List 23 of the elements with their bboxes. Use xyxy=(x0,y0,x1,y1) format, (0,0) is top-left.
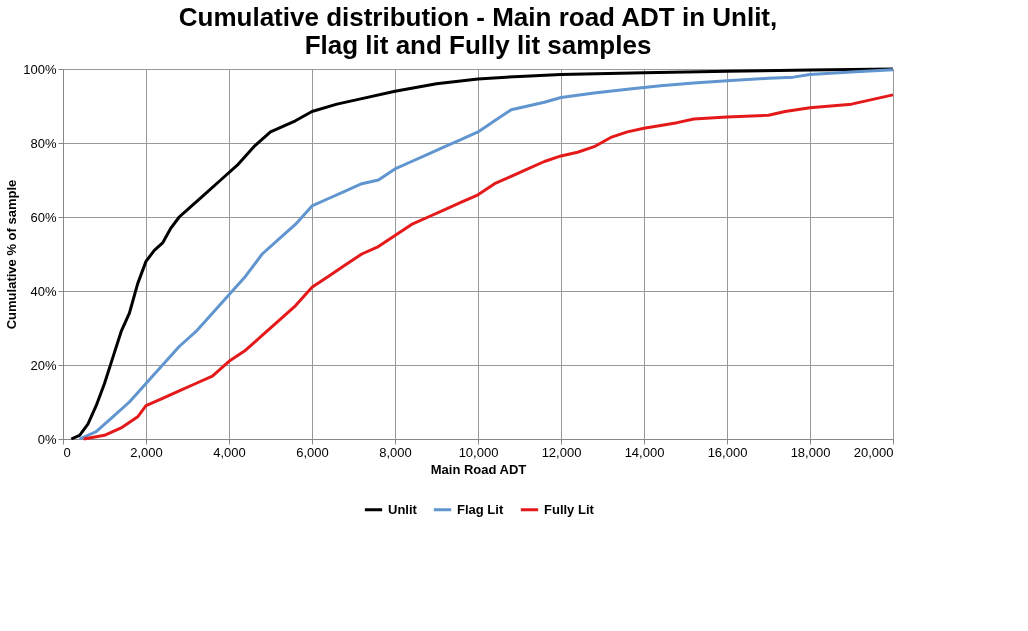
x-tick-label: 4,000 xyxy=(213,444,246,460)
x-tick-label: 12,000 xyxy=(541,444,582,460)
y-tick-label: 40% xyxy=(30,283,57,299)
y-axis-title: Cumulative % of sample xyxy=(4,179,20,330)
x-tick-label: 10,000 xyxy=(458,444,499,460)
legend-label: Fully Lit xyxy=(544,501,595,517)
legend-label: Flag Lit xyxy=(457,501,504,517)
x-axis-title: Main Road ADT xyxy=(430,461,527,477)
x-tick-label: 18,000 xyxy=(790,444,831,460)
legend-label: Unlit xyxy=(388,501,418,517)
y-tick-label: 0% xyxy=(37,431,57,447)
chart-title: Cumulative distribution - Main road ADT in Unlit, Flag lit and Fully lit samples xyxy=(178,2,778,60)
x-tick-label: 14,000 xyxy=(624,444,665,460)
x-tick-label: 6,000 xyxy=(296,444,329,460)
y-tick-label: 60% xyxy=(30,209,57,225)
x-tick-label: 20,000 xyxy=(853,444,894,460)
y-tick-label: 20% xyxy=(30,357,57,373)
x-tick-label: 16,000 xyxy=(707,444,748,460)
y-tick-label: 80% xyxy=(30,135,57,151)
x-tick-label: 8,000 xyxy=(379,444,412,460)
x-tick-label: 2,000 xyxy=(130,444,163,460)
x-tick-label: 0 xyxy=(63,444,71,460)
y-tick-label: 100% xyxy=(23,61,57,77)
